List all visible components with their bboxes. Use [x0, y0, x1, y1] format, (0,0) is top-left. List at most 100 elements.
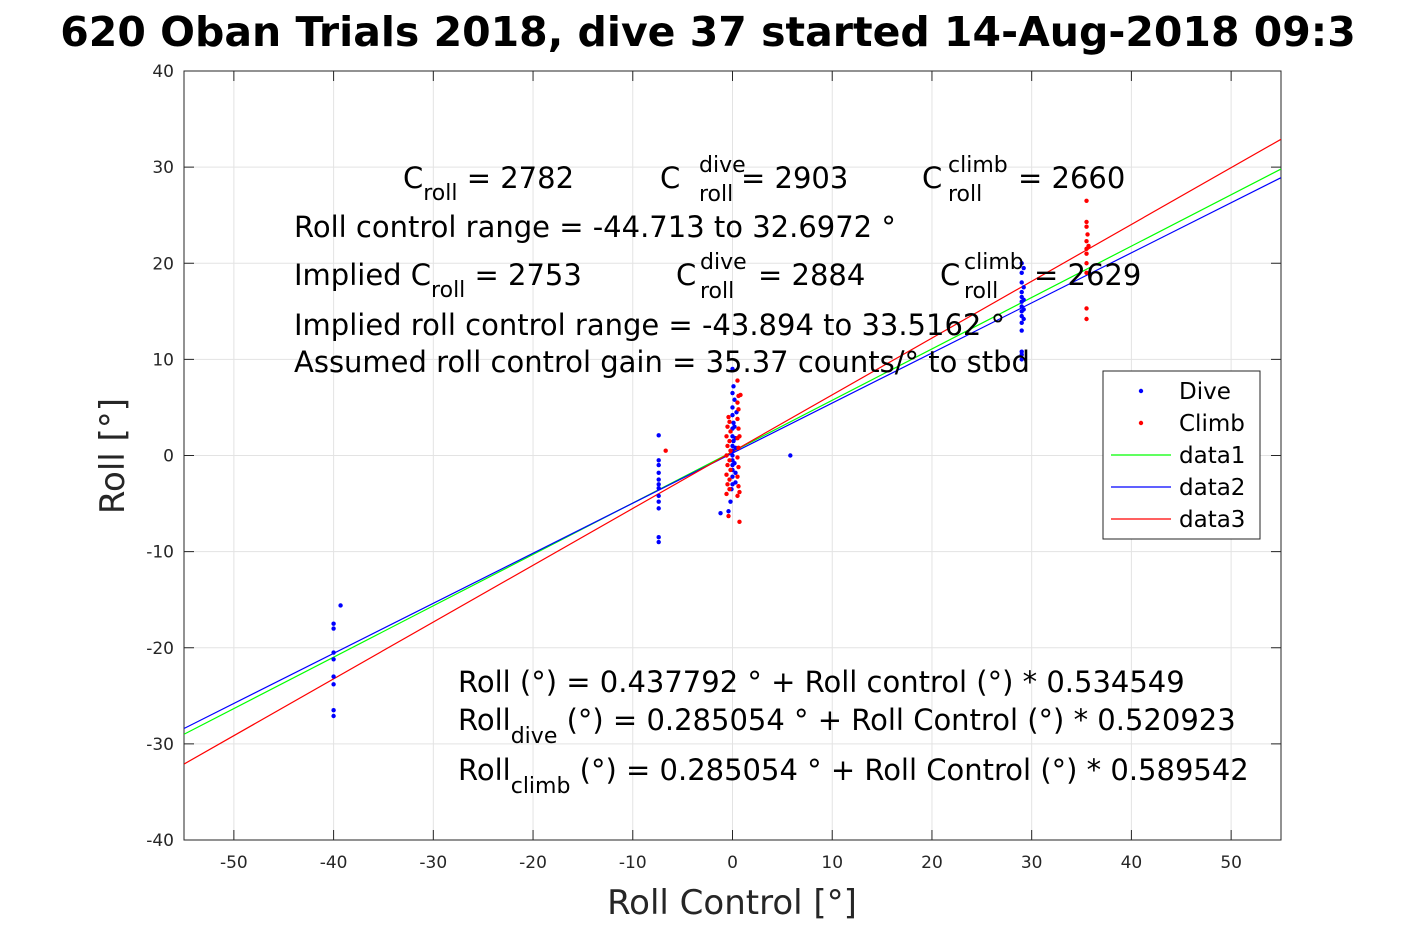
- x-axis-label: Roll Control [°]: [607, 883, 857, 923]
- point-dive: [1021, 297, 1026, 302]
- point-climb: [1084, 251, 1089, 256]
- legend-label-data3: data3: [1179, 507, 1245, 533]
- axis-ticks: -50 -40 -30 -20 -10 0 10 20 30 40 50 -40 -30 -20 -10 0 1…: [146, 62, 1281, 873]
- point-dive: [656, 433, 661, 438]
- point-climb: [727, 419, 732, 425]
- annotation-c-roll-climb: C: [922, 161, 942, 195]
- point-dive: [726, 509, 731, 514]
- legend-entries: Dive Climb data1 data2 data3: [1111, 379, 1245, 533]
- point-climb: [735, 378, 740, 383]
- point-dive: [730, 390, 735, 396]
- y-tick-label: -10: [146, 543, 174, 563]
- point-dive: [1019, 289, 1024, 295]
- x-tick-label: -20: [519, 853, 547, 873]
- point-dive: [730, 412, 735, 418]
- point-dive: [331, 682, 336, 687]
- point-dive: [730, 474, 735, 479]
- point-dive: [1021, 265, 1026, 271]
- point-climb: [725, 443, 730, 449]
- point-dive: [1021, 316, 1026, 322]
- y-tick-label: 10: [152, 350, 174, 370]
- annotation-implied-c-roll-climb-sub: roll: [964, 279, 998, 304]
- data-points: [331, 198, 1091, 719]
- legend-label-climb: Climb: [1179, 411, 1245, 437]
- point-dive: [656, 506, 661, 511]
- point-dive: [732, 424, 737, 429]
- annotation-fit-dive: Rolldive (°) = 0.285054 ° + Roll Control…: [458, 703, 1236, 749]
- point-dive: [732, 397, 737, 402]
- y-tick-label: 0: [163, 447, 174, 467]
- annotation-gain: Assumed roll control gain = 35.37 counts…: [294, 345, 1030, 379]
- annotation-c-roll: Croll = 2782: [403, 161, 574, 206]
- legend-label-data1: data1: [1179, 443, 1245, 469]
- point-dive: [1019, 261, 1024, 266]
- point-dive: [656, 485, 661, 491]
- point-climb: [724, 434, 729, 439]
- point-dive: [1019, 270, 1024, 276]
- y-axis-label: Roll [°]: [93, 398, 133, 514]
- point-climb: [736, 445, 741, 451]
- point-dive: [656, 499, 661, 504]
- point-dive: [732, 460, 737, 466]
- annotation-c-roll-dive-value: = 2903: [741, 161, 848, 195]
- point-climb: [728, 429, 733, 434]
- point-climb: [735, 455, 740, 460]
- point-climb: [735, 493, 740, 499]
- point-dive: [331, 626, 336, 631]
- point-climb: [737, 434, 742, 439]
- point-climb: [1084, 316, 1089, 322]
- legend: Dive Climb data1 data2 data3: [1102, 370, 1261, 540]
- point-climb: [727, 486, 732, 492]
- point-climb: [726, 513, 731, 519]
- point-climb: [1084, 198, 1089, 203]
- y-tick-label: -40: [146, 831, 174, 851]
- annotation-c-roll-climb-value: = 2660: [1018, 161, 1125, 195]
- point-climb: [1085, 232, 1090, 237]
- point-dive: [731, 420, 736, 426]
- point-climb: [725, 482, 730, 487]
- point-climb: [737, 519, 742, 525]
- point-climb: [1084, 219, 1089, 225]
- point-climb: [738, 392, 743, 398]
- point-dive: [728, 499, 733, 504]
- y-tick-label: 20: [152, 254, 174, 274]
- point-climb: [727, 458, 732, 463]
- x-tick-label: -30: [419, 853, 447, 873]
- point-climb: [663, 448, 668, 453]
- x-tick-label: 20: [921, 853, 943, 873]
- point-climb: [1086, 243, 1091, 249]
- point-climb: [724, 453, 729, 458]
- point-dive: [338, 603, 343, 608]
- point-dive: [733, 470, 738, 476]
- annotation-implied-c-roll-dive: C: [676, 258, 696, 292]
- x-tick-label: 50: [1220, 853, 1242, 873]
- annotation-c-roll-dive-sup: dive: [699, 153, 746, 178]
- x-tick-label: -40: [320, 853, 348, 873]
- point-climb: [1084, 270, 1089, 276]
- point-dive: [656, 458, 661, 463]
- series-line-data2: [184, 177, 1281, 730]
- annotation-range: Roll control range = -44.713 to 32.6972 …: [294, 210, 896, 244]
- annotation-implied-c-roll-climb-sup: climb: [964, 250, 1024, 275]
- point-climb: [728, 448, 733, 453]
- point-dive: [656, 539, 661, 545]
- x-tick-label: 10: [821, 853, 843, 873]
- point-climb: [1084, 238, 1089, 244]
- point-climb: [736, 464, 741, 470]
- annotation-c-roll-climb-sub: roll: [948, 182, 982, 207]
- point-climb: [736, 426, 741, 431]
- annotation-c-roll-dive: C: [660, 161, 680, 195]
- chart-title: 620 Oban Trials 2018, dive 37 started 14…: [60, 8, 1355, 56]
- point-dive: [1019, 349, 1024, 354]
- point-climb: [726, 414, 731, 420]
- annotation-c-roll-climb-sup: climb: [948, 153, 1008, 178]
- y-tick-label: -30: [146, 735, 174, 755]
- point-dive: [331, 708, 336, 713]
- point-climb: [735, 474, 740, 479]
- point-dive: [656, 462, 661, 468]
- point-climb: [727, 438, 732, 444]
- annotation-implied-c-roll-dive-value: = 2884: [758, 258, 865, 292]
- point-dive: [1019, 280, 1024, 285]
- point-climb: [735, 416, 740, 422]
